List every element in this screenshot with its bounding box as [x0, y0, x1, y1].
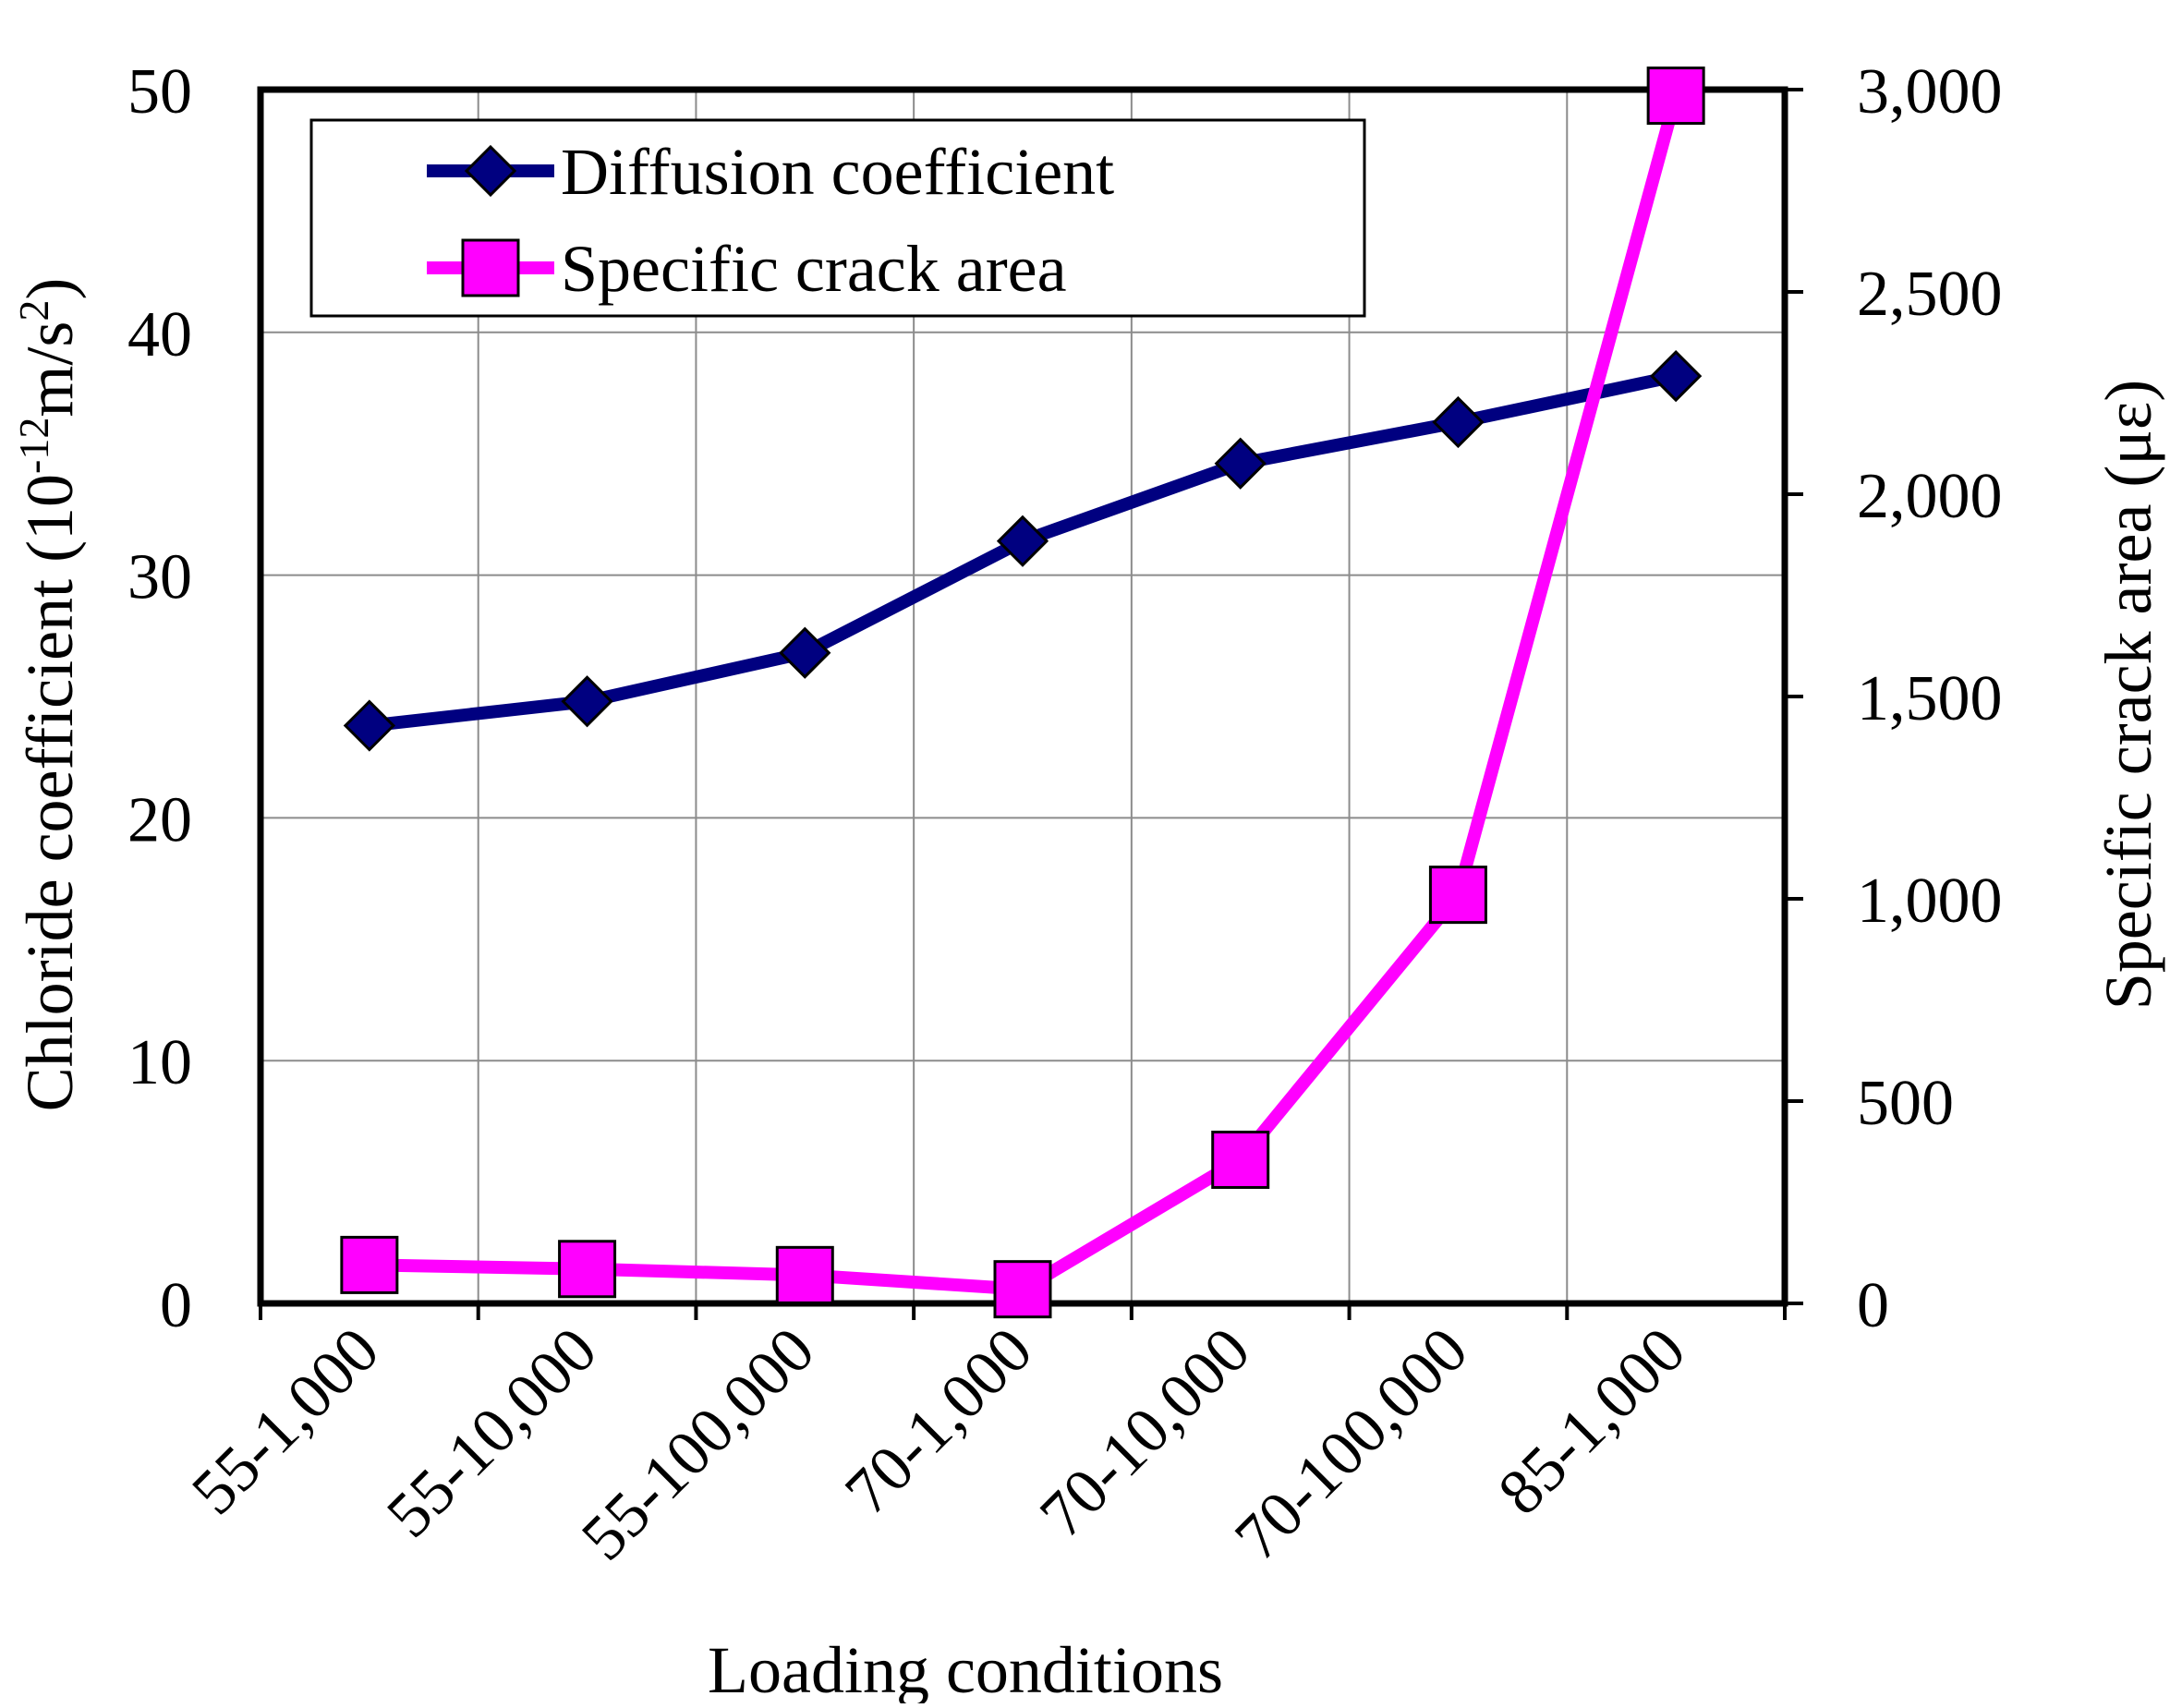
data-point-diffusion-coefficient: [779, 626, 831, 679]
y-left-tick-label: 0: [160, 1270, 192, 1341]
data-point-specific-crack-area: [1211, 1131, 1270, 1190]
data-point-diffusion-coefficient: [1214, 437, 1267, 490]
x-tick-label: 70-1,000: [832, 1314, 1047, 1529]
y-left-tick-label: 10: [127, 1027, 192, 1098]
x-tick-label: 55-1,000: [178, 1314, 393, 1529]
x-tick-label: 70-100,000: [1221, 1314, 1481, 1574]
data-point-specific-crack-area: [558, 1240, 617, 1299]
y-right-tick-label: 2,500: [1857, 259, 2003, 330]
legend-label-diffusion-coefficient: Diffusion coefficient: [561, 135, 1114, 209]
data-point-specific-crack-area: [340, 1235, 399, 1294]
y-left-tick-label: 30: [127, 542, 192, 613]
x-tick-label: 70-10,000: [1026, 1314, 1264, 1552]
legend-marker-specific-crack-area: [461, 238, 520, 297]
data-point-specific-crack-area: [1428, 866, 1487, 925]
data-point-diffusion-coefficient: [561, 675, 613, 728]
data-point-specific-crack-area: [993, 1260, 1052, 1319]
x-axis-title: Loading conditions: [708, 1633, 1223, 1703]
x-tick-label: 55-10,000: [373, 1314, 611, 1552]
y-left-tick-label: 40: [127, 299, 192, 370]
y-right-tick-label: 500: [1857, 1068, 1954, 1139]
y-left-tick-label: 20: [127, 784, 192, 855]
data-point-specific-crack-area: [1646, 67, 1705, 126]
data-point-specific-crack-area: [775, 1245, 834, 1304]
y-right-tick-label: 3,000: [1857, 56, 2003, 127]
x-tick-label: 55-100,000: [568, 1314, 828, 1574]
y-left-axis-title: Chloride coefficient (10-12m/s2): [10, 278, 87, 1112]
y-left-tick-label: 50: [127, 56, 192, 127]
data-point-diffusion-coefficient: [343, 699, 395, 752]
legend-marker-diffusion-coefficient: [464, 144, 517, 198]
y-right-tick-label: 1,000: [1857, 866, 2003, 937]
y-right-tick-label: 1,500: [1857, 663, 2003, 734]
data-point-diffusion-coefficient: [996, 515, 1049, 567]
legend-label-specific-crack-area: Specific crack area: [561, 232, 1067, 306]
series-layer: [340, 67, 1705, 1319]
y-right-tick-label: 2,000: [1857, 461, 2003, 532]
data-point-diffusion-coefficient: [1432, 395, 1485, 449]
legend: Diffusion coefficient Specific crack area: [309, 118, 1366, 318]
y-right-axis-title: Specific crack area (με): [2091, 380, 2165, 1010]
data-point-diffusion-coefficient: [1650, 349, 1703, 403]
y-right-tick-label: 0: [1857, 1270, 1889, 1341]
x-tick-label: 85-1,000: [1485, 1314, 1700, 1529]
